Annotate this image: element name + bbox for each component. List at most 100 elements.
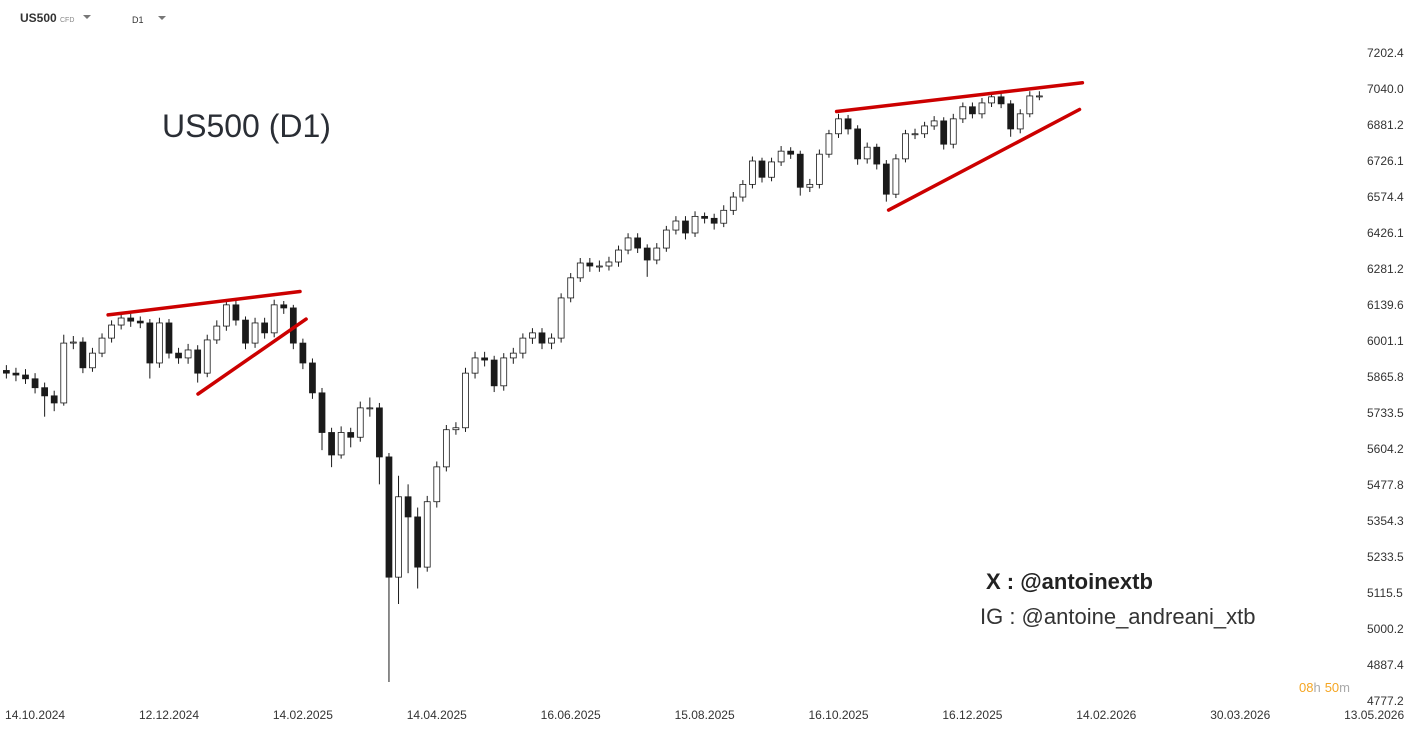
ig-handle: IG : @antoine_andreani_xtb bbox=[980, 604, 1256, 629]
candle bbox=[41, 382, 49, 417]
candle-body bbox=[768, 161, 775, 178]
symbol-tag: CFD bbox=[60, 17, 74, 24]
x-tick-label: 16.06.2025 bbox=[541, 708, 601, 722]
candle bbox=[519, 333, 527, 359]
candle-body bbox=[586, 262, 594, 267]
candle bbox=[490, 355, 498, 393]
candle bbox=[127, 313, 135, 327]
candle bbox=[653, 243, 661, 265]
plot-area bbox=[3, 91, 1043, 682]
candle bbox=[433, 461, 441, 508]
candle bbox=[12, 367, 20, 382]
candle-body bbox=[280, 304, 288, 309]
candle bbox=[634, 233, 642, 254]
candle-body bbox=[643, 247, 651, 261]
y-tick-label: 6139.6 bbox=[1367, 298, 1404, 312]
y-tick-label: 6281.2 bbox=[1367, 262, 1404, 276]
candle bbox=[576, 258, 584, 282]
candle-body bbox=[146, 322, 154, 364]
candle-body bbox=[729, 196, 737, 211]
y-tick-label: 6001.1 bbox=[1367, 334, 1404, 348]
y-tick-label: 5000.2 bbox=[1367, 622, 1404, 636]
symbol[interactable]: US500 bbox=[20, 11, 57, 25]
candle-body bbox=[41, 387, 49, 397]
y-tick-label: 6881.2 bbox=[1367, 118, 1404, 132]
candle bbox=[194, 345, 202, 383]
y-tick-label: 7040.0 bbox=[1367, 82, 1404, 96]
candle bbox=[567, 273, 575, 303]
trendline bbox=[196, 317, 308, 396]
candle-body bbox=[921, 125, 928, 135]
candle-body bbox=[576, 262, 584, 279]
candle-body bbox=[481, 357, 488, 361]
candle-body bbox=[538, 332, 546, 344]
candle bbox=[136, 316, 144, 329]
candle bbox=[117, 312, 125, 330]
candle-body bbox=[634, 237, 642, 249]
candle bbox=[1007, 100, 1015, 137]
candle-body bbox=[873, 146, 881, 165]
x-tick-label: 14.10.2024 bbox=[5, 708, 65, 722]
y-tick-label: 5233.5 bbox=[1367, 550, 1404, 564]
candle-body bbox=[471, 357, 479, 374]
dropdown-arrow[interactable] bbox=[158, 16, 166, 20]
candle bbox=[529, 328, 536, 344]
candle bbox=[624, 233, 632, 255]
y-tick-label: 6726.1 bbox=[1367, 154, 1404, 168]
candle bbox=[825, 129, 833, 158]
candle-body bbox=[758, 160, 766, 178]
candle bbox=[481, 351, 488, 367]
dropdown-arrow[interactable] bbox=[83, 15, 91, 19]
candle-body bbox=[844, 118, 852, 130]
candle bbox=[586, 258, 594, 272]
candle-body bbox=[969, 106, 976, 115]
candle bbox=[796, 150, 804, 196]
candle-body bbox=[117, 317, 125, 326]
candle-body bbox=[662, 229, 670, 249]
y-tick-label: 5733.5 bbox=[1367, 406, 1404, 420]
candle-body bbox=[777, 150, 785, 163]
candle-body bbox=[50, 395, 58, 404]
candle-body bbox=[997, 96, 1005, 105]
candle bbox=[299, 338, 307, 370]
candle bbox=[222, 299, 230, 331]
candle bbox=[50, 390, 58, 412]
trendline bbox=[834, 80, 1085, 114]
candle bbox=[835, 113, 842, 138]
x-tick-label: 12.12.2024 bbox=[139, 708, 199, 722]
candle-body bbox=[404, 496, 412, 518]
candle bbox=[251, 317, 259, 348]
candle bbox=[557, 293, 565, 343]
x-tick-label: 16.12.2025 bbox=[942, 708, 1002, 722]
candle-body bbox=[548, 337, 555, 344]
candle-body bbox=[710, 217, 718, 224]
countdown: 08h 50m bbox=[1299, 680, 1350, 695]
candle bbox=[739, 180, 747, 202]
candle-body bbox=[902, 133, 909, 160]
candle-body bbox=[940, 120, 948, 145]
candle-body bbox=[892, 158, 900, 195]
candle bbox=[395, 475, 402, 604]
candle bbox=[777, 146, 785, 166]
candle-body bbox=[414, 516, 422, 568]
y-tick-label: 5865.8 bbox=[1367, 370, 1404, 384]
interval[interactable]: D1 bbox=[132, 15, 144, 25]
countdown-minutes: 50 bbox=[1325, 680, 1339, 695]
candle bbox=[337, 426, 345, 459]
candle-body bbox=[949, 118, 957, 145]
candle bbox=[892, 154, 900, 199]
candle bbox=[1035, 91, 1043, 101]
candle-body bbox=[1035, 95, 1043, 98]
candle-body bbox=[739, 183, 747, 198]
candle-body bbox=[251, 322, 259, 344]
candle bbox=[442, 424, 450, 472]
candle-body bbox=[596, 265, 603, 268]
x-handle: X : @antoinextb bbox=[986, 569, 1153, 594]
y-tick-label: 6574.4 bbox=[1367, 190, 1404, 204]
candle-body bbox=[796, 153, 804, 188]
candle bbox=[146, 319, 154, 379]
countdown-hours: 08 bbox=[1299, 680, 1313, 695]
candle-body bbox=[184, 349, 192, 359]
y-tick-label: 5604.2 bbox=[1367, 442, 1404, 456]
